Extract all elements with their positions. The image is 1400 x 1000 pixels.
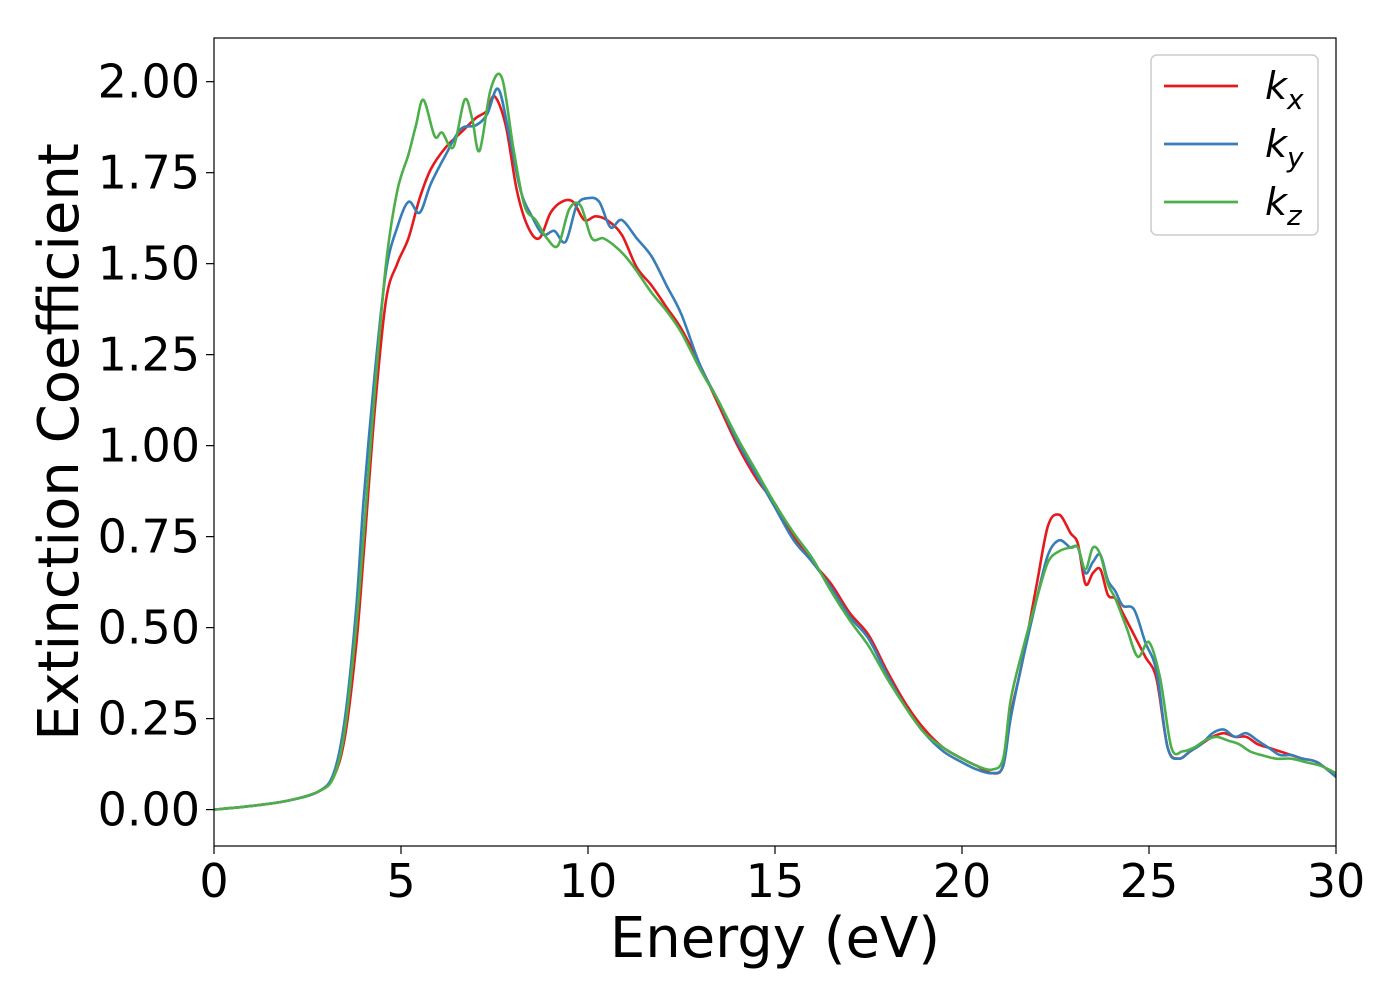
legend-label-main: k	[1265, 180, 1289, 224]
y-tick-label: 1.00	[98, 419, 200, 473]
x-tick-label: 20	[933, 854, 992, 908]
legend-label-kx: kx	[1265, 64, 1304, 116]
y-tick-label: 1.75	[98, 146, 200, 200]
series-line-kz	[214, 72, 1336, 811]
y-tick-label: 0.25	[98, 692, 200, 746]
y-axis: 0.00 0.25 0.50 0.75 1.00 1.25 1.50 1.75 2.00	[98, 55, 214, 837]
legend-label-main: k	[1265, 64, 1289, 108]
x-tick-label: 30	[1307, 854, 1366, 908]
y-tick-label: 1.50	[98, 237, 200, 291]
y-tick-label: 2.00	[98, 55, 200, 109]
x-tick-label: 0	[199, 854, 228, 908]
y-tick-label: 0.00	[98, 783, 200, 837]
x-tick-label: 25	[1120, 854, 1179, 908]
x-axis: 0 5 10 15 20 25 30	[199, 846, 1365, 908]
x-tick-label: 15	[746, 854, 805, 908]
y-axis-title: Extinction Coefficient	[27, 143, 92, 741]
y-tick-label: 0.75	[98, 510, 200, 564]
x-tick-label: 10	[559, 854, 618, 908]
legend-label-subscript: y	[1286, 141, 1304, 174]
legend-label-subscript: x	[1286, 83, 1304, 116]
x-tick-label: 5	[386, 854, 415, 908]
legend-label-kz: kz	[1265, 180, 1303, 232]
legend-label-main: k	[1265, 122, 1289, 166]
x-axis-title: Energy (eV)	[610, 906, 940, 971]
y-tick-label: 1.25	[98, 328, 200, 382]
y-tick-label: 0.50	[98, 601, 200, 655]
legend-label-ky: ky	[1265, 122, 1304, 174]
legend-label-subscript: z	[1286, 199, 1303, 232]
series-layer	[214, 72, 1336, 811]
